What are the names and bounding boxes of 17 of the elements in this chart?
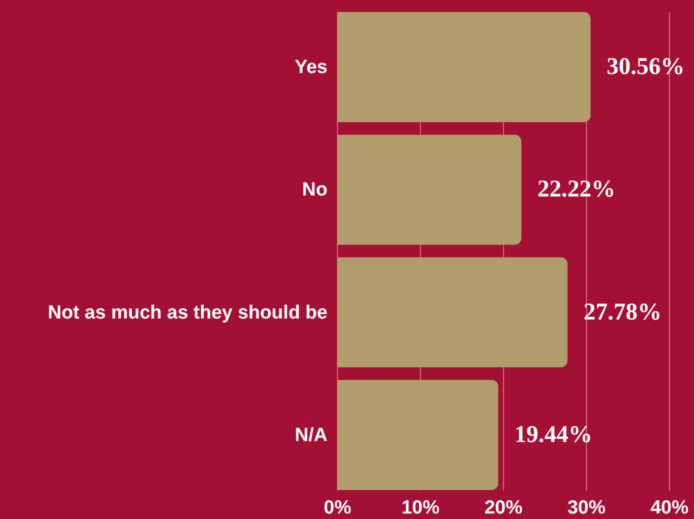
- bar: [337, 134, 522, 245]
- data-label: 19.44%: [514, 422, 592, 448]
- data-label: 22.22%: [537, 176, 616, 203]
- y-tick-label: No: [302, 180, 328, 201]
- y-tick-label: N/A: [294, 424, 328, 446]
- bar: [337, 257, 568, 368]
- x-tick-label: 10%: [401, 498, 440, 518]
- data-label: 27.78%: [584, 299, 662, 326]
- bar: [337, 380, 498, 490]
- x-tick-label: 20%: [484, 498, 523, 518]
- x-tick-label: 30%: [567, 498, 606, 518]
- y-tick-label: Yes: [294, 57, 328, 78]
- x-tick-label: 40%: [650, 498, 689, 518]
- x-tick-label: 0%: [324, 498, 352, 518]
- y-tick-label: Not as much as they should be: [48, 302, 328, 324]
- bar: [337, 12, 591, 122]
- data-label: 30.56%: [606, 54, 685, 80]
